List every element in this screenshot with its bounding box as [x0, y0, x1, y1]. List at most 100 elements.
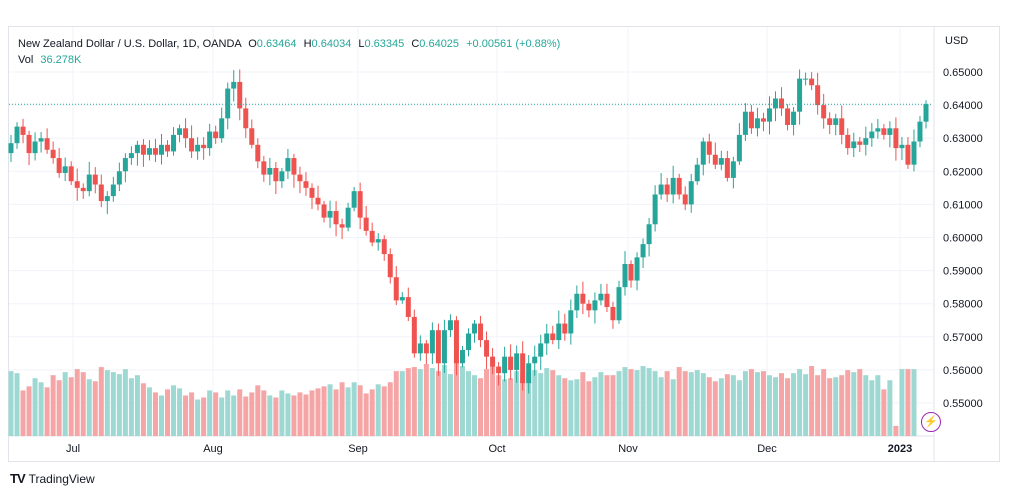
volume-bar[interactable]: [791, 373, 797, 436]
candle-body[interactable]: [899, 144, 905, 149]
volume-bar[interactable]: [225, 390, 231, 436]
candle-body[interactable]: [171, 134, 177, 152]
candle-body[interactable]: [333, 211, 339, 225]
candle-body[interactable]: [104, 196, 110, 202]
volume-bar[interactable]: [760, 371, 766, 436]
volume-bar[interactable]: [742, 371, 748, 436]
candle-body[interactable]: [550, 333, 556, 341]
candle-body[interactable]: [562, 323, 568, 334]
volume-bar[interactable]: [676, 367, 682, 436]
volume-bar[interactable]: [122, 369, 128, 436]
volume-bar[interactable]: [219, 397, 225, 436]
candle-body[interactable]: [815, 85, 821, 106]
candle-body[interactable]: [490, 356, 496, 367]
volume-bar[interactable]: [809, 366, 815, 436]
volume-bar[interactable]: [381, 386, 387, 436]
volume-bar[interactable]: [670, 379, 676, 436]
volume-bar[interactable]: [773, 377, 779, 436]
candle-body[interactable]: [478, 323, 484, 341]
volume-bar[interactable]: [640, 366, 646, 436]
candle-body[interactable]: [712, 154, 718, 165]
candle-body[interactable]: [598, 293, 604, 301]
volume-bar[interactable]: [688, 372, 694, 436]
tradingview-brand[interactable]: TV TradingView: [10, 471, 95, 486]
candle-body[interactable]: [279, 171, 285, 182]
candle-body[interactable]: [417, 343, 423, 354]
candle-body[interactable]: [646, 224, 652, 245]
candle-body[interactable]: [255, 144, 261, 162]
volume-bar[interactable]: [213, 392, 219, 436]
candle-body[interactable]: [869, 131, 875, 139]
volume-label[interactable]: Vol: [18, 54, 34, 66]
volume-bar[interactable]: [863, 375, 869, 436]
volume-bar[interactable]: [821, 369, 827, 436]
candle-body[interactable]: [736, 134, 742, 162]
volume-bar[interactable]: [580, 372, 586, 436]
candle-body[interactable]: [158, 144, 164, 155]
candle-body[interactable]: [592, 300, 598, 311]
candle-body[interactable]: [68, 166, 74, 182]
candle-body[interactable]: [760, 118, 766, 122]
volume-bar[interactable]: [399, 371, 405, 436]
volume-bar[interactable]: [243, 396, 249, 436]
candle-body[interactable]: [225, 88, 231, 119]
volume-bar[interactable]: [646, 368, 652, 436]
candle-body[interactable]: [98, 184, 104, 202]
volume-bar[interactable]: [50, 375, 56, 436]
volume-bar[interactable]: [905, 369, 911, 436]
candle-body[interactable]: [26, 134, 32, 154]
volume-bar[interactable]: [195, 399, 201, 436]
volume-bar[interactable]: [417, 369, 423, 436]
candle-body[interactable]: [827, 118, 833, 125]
volume-bar[interactable]: [724, 374, 730, 436]
volume-bar[interactable]: [616, 371, 622, 436]
candle-body[interactable]: [165, 144, 171, 152]
volume-bar[interactable]: [345, 387, 351, 436]
candle-body[interactable]: [875, 128, 881, 132]
volume-bar[interactable]: [405, 368, 411, 436]
candle-body[interactable]: [74, 181, 80, 188]
candle-body[interactable]: [50, 149, 56, 159]
candle-body[interactable]: [923, 104, 929, 122]
volume-bar[interactable]: [128, 378, 134, 436]
volume-bar[interactable]: [387, 382, 393, 436]
candle-body[interactable]: [670, 177, 676, 195]
candle-body[interactable]: [261, 161, 267, 175]
candle-body[interactable]: [273, 167, 279, 182]
candle-body[interactable]: [441, 330, 447, 364]
candle-body[interactable]: [634, 257, 640, 281]
candle-body[interactable]: [291, 158, 297, 175]
candle-body[interactable]: [779, 98, 785, 109]
candle-body[interactable]: [833, 118, 839, 125]
volume-bar[interactable]: [736, 380, 742, 436]
volume-bar[interactable]: [375, 384, 381, 436]
candle-body[interactable]: [730, 161, 736, 178]
symbol-title[interactable]: New Zealand Dollar / U.S. Dollar, 1D, OA…: [18, 38, 242, 50]
candle-body[interactable]: [459, 350, 465, 364]
candle-body[interactable]: [472, 323, 478, 334]
candle-body[interactable]: [694, 164, 700, 182]
candle-body[interactable]: [706, 141, 712, 155]
candle-body[interactable]: [249, 128, 255, 145]
candle-body[interactable]: [8, 143, 14, 154]
volume-bar[interactable]: [520, 375, 526, 436]
volume-bar[interactable]: [74, 369, 80, 436]
candle-body[interactable]: [387, 254, 393, 278]
candle-body[interactable]: [116, 171, 122, 185]
volume-bar[interactable]: [297, 392, 303, 436]
volume-bar[interactable]: [453, 361, 459, 436]
lightning-icon[interactable]: ⚡: [921, 412, 941, 432]
volume-bar[interactable]: [556, 375, 562, 436]
candle-body[interactable]: [303, 181, 309, 188]
candle-body[interactable]: [122, 158, 128, 172]
candle-body[interactable]: [56, 158, 62, 173]
candle-body[interactable]: [243, 108, 249, 129]
candle-body[interactable]: [724, 158, 730, 178]
candle-body[interactable]: [580, 293, 586, 304]
candle-body[interactable]: [905, 144, 911, 165]
candle-body[interactable]: [189, 138, 195, 152]
volume-bar[interactable]: [86, 379, 92, 436]
volume-bar[interactable]: [526, 372, 532, 436]
candle-body[interactable]: [38, 138, 44, 142]
volume-bar[interactable]: [484, 369, 490, 436]
